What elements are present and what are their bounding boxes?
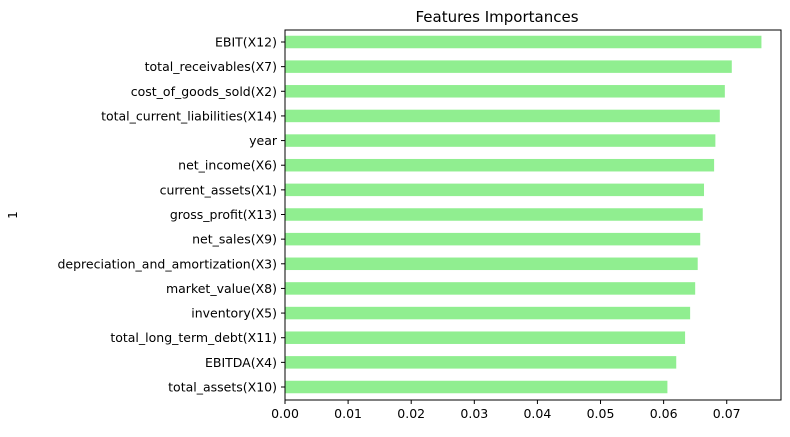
y-tick-label: year xyxy=(249,133,278,148)
x-tick-label: 0.06 xyxy=(650,406,678,421)
bars-group xyxy=(285,36,761,394)
bar xyxy=(285,208,703,221)
y-tick-label: total_current_liabilities(X14) xyxy=(101,108,277,123)
y-tick-label: total_assets(X10) xyxy=(168,380,277,395)
y-tick-label: net_income(X6) xyxy=(178,158,277,173)
y-tick-label: inventory(X5) xyxy=(191,306,277,321)
y-tick-label: gross_profit(X13) xyxy=(170,207,277,222)
y-tick-label: EBIT(X12) xyxy=(215,35,277,50)
y-tick-label: EBITDA(X4) xyxy=(205,355,277,370)
chart-title: Features Importances xyxy=(415,8,578,26)
bar xyxy=(285,331,685,344)
bar xyxy=(285,184,704,197)
bar xyxy=(285,159,714,172)
bar xyxy=(285,356,676,369)
x-tick-label: 0.00 xyxy=(271,406,299,421)
x-tick-label: 0.03 xyxy=(460,406,488,421)
x-tick-label: 0.05 xyxy=(587,406,615,421)
bar xyxy=(285,233,700,246)
y-tick-label: net_sales(X9) xyxy=(192,232,277,247)
bar xyxy=(285,307,690,320)
bar xyxy=(285,36,761,49)
y-axis-ticks: EBIT(X12) total_receivables(X7) cost_of_go… xyxy=(57,35,285,395)
y-tick-label: market_value(X8) xyxy=(166,281,277,296)
x-axis-ticks: 0.00 0.01 0.02 0.03 0.04 0.05 0.06 0.07 xyxy=(271,400,741,421)
bar xyxy=(285,85,725,98)
y-tick-label: depreciation_and_amortization(X3) xyxy=(57,256,277,271)
y-tick-label: current_assets(X1) xyxy=(160,182,277,197)
bar xyxy=(285,110,720,123)
y-tick-label: total_receivables(X7) xyxy=(145,59,277,74)
bar xyxy=(285,282,695,295)
x-tick-label: 0.07 xyxy=(713,406,741,421)
x-tick-label: 0.02 xyxy=(397,406,425,421)
x-tick-label: 0.04 xyxy=(523,406,551,421)
y-tick-label: cost_of_goods_sold(X2) xyxy=(131,84,277,99)
bar xyxy=(285,60,732,72)
y-axis-label: 1 xyxy=(6,211,20,219)
bar xyxy=(285,381,667,394)
y-tick-label: total_long_term_debt(X11) xyxy=(110,330,277,345)
x-tick-label: 0.01 xyxy=(334,406,362,421)
bar xyxy=(285,134,715,147)
bar xyxy=(285,258,698,271)
